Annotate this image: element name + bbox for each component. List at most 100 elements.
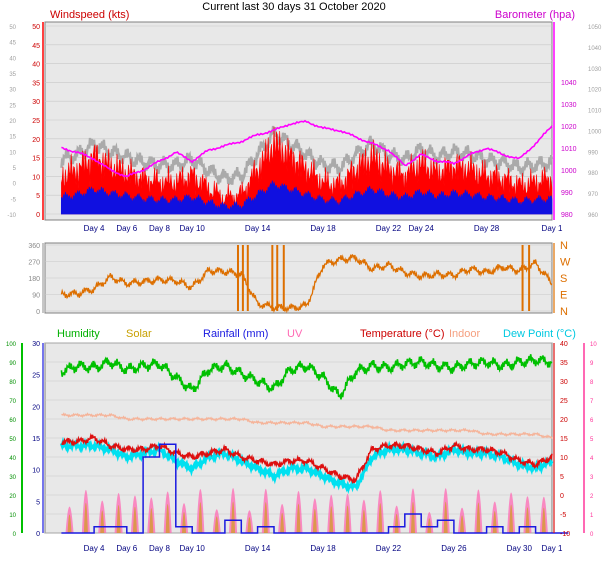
wind-x-tick: Day 6 (116, 224, 137, 233)
indoor-line (61, 412, 553, 439)
wind-left-gray-tick: 20 (9, 119, 16, 125)
temperature-x-tick: Day 8 (149, 544, 170, 553)
direction-left-tick: 90 (32, 293, 40, 300)
windspeed-average-area (60, 180, 553, 215)
uv-tick: 8 (590, 380, 594, 386)
barometer-label: Barometer (hpa) (495, 9, 575, 21)
wind-left-gray-tick: 45 (9, 41, 16, 47)
humidity-tick: 0 (13, 532, 17, 538)
baro-right-gray-tick: 980 (588, 171, 599, 177)
solar-bump (312, 508, 317, 533)
wind-left-gray-tick: 10 (9, 150, 16, 156)
solar-bump (83, 502, 88, 533)
temperature-tick: -10 (560, 531, 570, 538)
wind-left-tick: 25 (32, 118, 40, 125)
solar-bump (231, 501, 236, 533)
solar-bump (263, 501, 268, 533)
wind-left-gray-tick: 50 (9, 25, 16, 31)
wind-x-tick: Day 24 (408, 224, 434, 233)
wind-left-tick: 0 (36, 212, 40, 219)
solar-bump (198, 502, 203, 533)
solar-bump (132, 506, 137, 533)
direction-right-tick: W (560, 257, 571, 269)
uv-tick: 0 (590, 532, 594, 538)
solar-bump (345, 505, 350, 533)
rainfall-tick: 25 (32, 373, 40, 380)
wind-left-tick: 50 (32, 24, 40, 31)
wind-left-tick: 30 (32, 99, 40, 106)
barometer-line (61, 119, 553, 178)
rainfall-tick: 20 (32, 404, 40, 411)
solar-bump (460, 515, 465, 533)
temperature-tick: 0 (560, 493, 564, 500)
legend-humidity: Humidity (57, 328, 100, 340)
solar-bump (214, 516, 219, 533)
legend-indoor: Indoor (449, 328, 481, 340)
wind-x-tick: Day 4 (84, 224, 105, 233)
humidity-tick: 70 (9, 399, 16, 405)
wind-left-gray-tick: 30 (9, 88, 16, 94)
humidity-tick: 10 (9, 513, 16, 519)
baro-right-gray-tick: 1000 (588, 129, 602, 135)
humidity-tick: 50 (9, 437, 16, 443)
solar-bump (247, 517, 252, 533)
rainfall-line (61, 443, 569, 534)
temperature-x-tick: Day 1 (542, 544, 563, 553)
temperature-x-tick: Day 18 (310, 544, 336, 553)
wind-left-gray-tick: 15 (9, 135, 16, 141)
legend-solar: Solar (126, 328, 152, 340)
humidity-tick: 60 (9, 418, 16, 424)
rainfall-tick: 5 (36, 499, 40, 506)
wind-left-gray-tick: 0 (13, 182, 17, 188)
solar-bump (476, 502, 481, 533)
solar-bump (492, 510, 497, 533)
temperature-tick: -5 (560, 512, 566, 519)
temperature-tick: 20 (560, 417, 568, 424)
direction-right-tick: S (560, 273, 567, 285)
uv-tick: 7 (590, 399, 594, 405)
legend-temperature: Temperature (°C) (360, 328, 444, 340)
dewpoint-line (59, 436, 554, 495)
direction-left-tick: 180 (28, 276, 40, 283)
solar-bump (182, 512, 187, 533)
uv-tick: 6 (590, 418, 594, 424)
uv-tick: 9 (590, 361, 594, 367)
temperature-tick: 15 (560, 436, 568, 443)
direction-left-tick: 270 (28, 260, 40, 267)
wind-left-gray-tick: 5 (13, 166, 17, 172)
temperature-tick: 35 (560, 360, 568, 367)
temperature-tick: 30 (560, 379, 568, 386)
wind-left-tick: 15 (32, 156, 40, 163)
baro-right-gray-tick: 990 (588, 150, 599, 156)
rainfall-tick: 30 (32, 341, 40, 348)
temperature-panel: Humidity Solar Rainfall (mm) UV Temperat… (6, 328, 597, 553)
uv-tick: 10 (590, 342, 597, 348)
solar-bump (509, 504, 514, 533)
chart-title: Current last 30 days 31 October 2020 (202, 1, 385, 13)
temperature-x-tick: Day 4 (84, 544, 105, 553)
direction-right-tick: N (560, 306, 568, 318)
baro-right-tick: 1020 (561, 124, 577, 131)
wind-x-tick: Day 18 (310, 224, 336, 233)
solar-bump (378, 503, 383, 533)
solar-bump (296, 503, 301, 533)
wind-x-tick: Day 28 (474, 224, 500, 233)
wind-left-tick: 35 (32, 80, 40, 87)
humidity-line (60, 354, 553, 400)
solar-bump (280, 512, 285, 533)
baro-right-tick: 1010 (561, 146, 577, 153)
rainfall-tick: 0 (36, 531, 40, 538)
temperature-tick: 5 (560, 474, 564, 481)
wind-direction-line (60, 253, 553, 314)
baro-right-gray-tick: 1050 (588, 25, 602, 31)
baro-right-tick: 1030 (561, 102, 577, 109)
temperature-x-tick: Day 6 (116, 544, 137, 553)
wind-left-gray-tick: -10 (7, 213, 16, 219)
solar-bump (427, 518, 432, 533)
temperature-x-tick: Day 30 (507, 544, 533, 553)
temperature-x-tick: Day 22 (376, 544, 402, 553)
wind-x-tick: Day 10 (180, 224, 206, 233)
uv-tick: 1 (590, 513, 594, 519)
wind-left-tick: 5 (36, 193, 40, 200)
